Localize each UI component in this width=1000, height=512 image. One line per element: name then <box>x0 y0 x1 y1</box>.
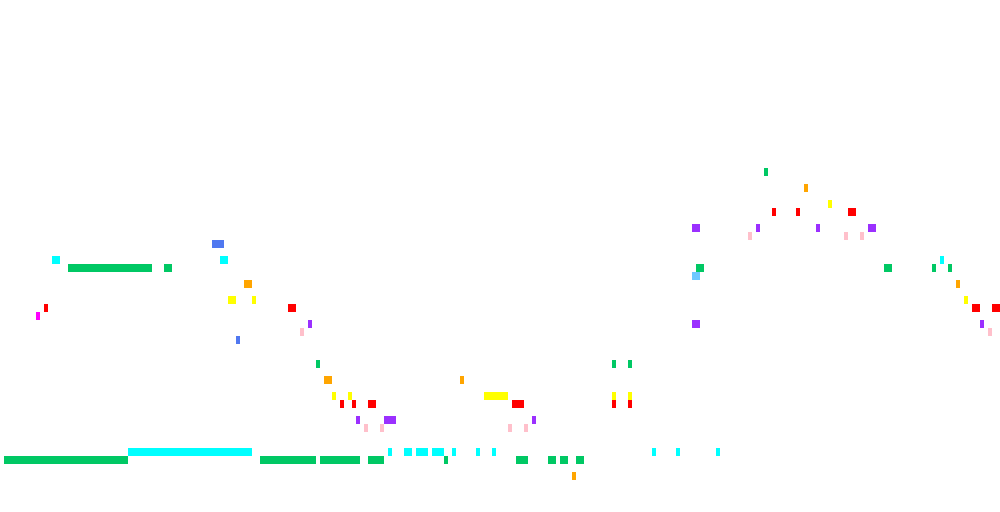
blue-bit <box>236 336 240 344</box>
pink-bit <box>988 328 992 336</box>
orange-block <box>324 376 332 384</box>
orange-bit <box>804 184 808 192</box>
cyan-block <box>52 256 60 264</box>
pink-bit <box>524 424 528 432</box>
red-bit <box>340 400 344 408</box>
red-bit <box>628 400 632 408</box>
green-bit <box>316 360 320 368</box>
red-block <box>992 304 1000 312</box>
red-bit <box>796 208 800 216</box>
purple-block <box>384 416 396 424</box>
ground-block <box>164 264 172 272</box>
pink-bit <box>748 232 752 240</box>
orange-bit <box>572 472 576 480</box>
orange-bit <box>460 376 464 384</box>
cyan-bit <box>716 448 720 456</box>
orange-block <box>244 280 252 288</box>
purple-bit <box>980 320 984 328</box>
light-blue-block <box>692 272 700 280</box>
middle-dip <box>388 360 720 480</box>
red-bit <box>44 304 48 312</box>
pink-bit <box>844 232 848 240</box>
orange-bit <box>956 280 960 288</box>
pink-bit <box>300 328 304 336</box>
purple-bit <box>356 416 360 424</box>
green-bit <box>932 264 936 272</box>
green-bit <box>948 264 952 272</box>
red-bit <box>772 208 776 216</box>
upper-left-platform <box>68 264 152 272</box>
yellow-platform <box>484 392 508 400</box>
platforms <box>4 264 384 464</box>
cyan-bit <box>676 448 680 456</box>
blue-block <box>212 240 224 248</box>
purple-block <box>692 320 700 328</box>
red-block <box>848 208 856 216</box>
magenta-bit <box>36 312 40 320</box>
ground-block <box>368 456 384 464</box>
yellow-bit <box>332 392 336 400</box>
green-block <box>560 456 568 464</box>
green-bit <box>612 360 616 368</box>
yellow-bit <box>964 296 968 304</box>
green-block <box>884 264 892 272</box>
green-bit <box>764 168 768 176</box>
yellow-block <box>228 296 236 304</box>
green-block <box>548 456 556 464</box>
purple-block <box>868 224 876 232</box>
purple-bit <box>816 224 820 232</box>
left-arc <box>36 240 396 432</box>
cyan-block <box>404 448 412 456</box>
red-block <box>512 400 524 408</box>
right-arc <box>692 168 1000 336</box>
purple-bit <box>532 416 536 424</box>
purple-bit <box>756 224 760 232</box>
cyan-block <box>432 448 444 456</box>
pink-bit <box>380 424 384 432</box>
cyan-bit <box>452 448 456 456</box>
yellow-bit <box>628 392 632 400</box>
green-bit <box>444 456 448 464</box>
yellow-bit <box>348 392 352 400</box>
ground-platform-mid-2 <box>320 456 360 464</box>
red-block <box>368 400 376 408</box>
ground-platform-mid-1 <box>260 456 316 464</box>
cyan-bit <box>652 448 656 456</box>
purple-bit <box>308 320 312 328</box>
red-block <box>288 304 296 312</box>
cyan-bit <box>476 448 480 456</box>
ice-platform <box>128 448 252 456</box>
cyan-bit <box>492 448 496 456</box>
red-bit <box>612 400 616 408</box>
cyan-bit <box>940 256 944 264</box>
cyan-block <box>416 448 428 456</box>
yellow-bit <box>612 392 616 400</box>
yellow-bit <box>252 296 256 304</box>
cyan-block <box>220 256 228 264</box>
yellow-bit <box>828 200 832 208</box>
pink-bit <box>860 232 864 240</box>
green-block <box>576 456 584 464</box>
green-bit <box>628 360 632 368</box>
ground-platform-left <box>4 456 128 464</box>
red-block <box>972 304 980 312</box>
red-bit <box>352 400 356 408</box>
pink-bit <box>508 424 512 432</box>
cyan-bit <box>388 448 392 456</box>
green-block <box>516 456 528 464</box>
purple-block <box>692 224 700 232</box>
green-block <box>696 264 704 272</box>
pink-bit <box>364 424 368 432</box>
